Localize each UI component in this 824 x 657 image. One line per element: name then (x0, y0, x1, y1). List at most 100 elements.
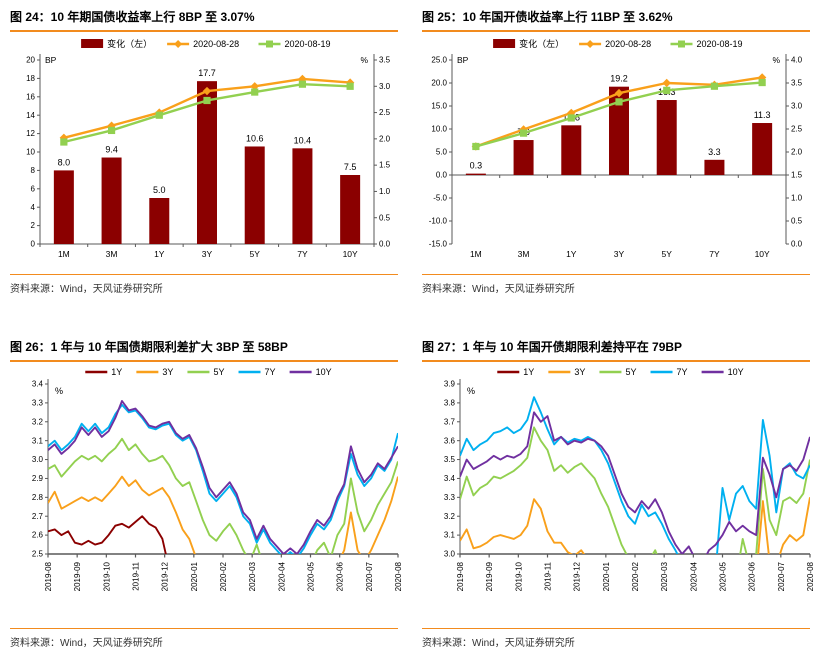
right-axis-tick: 0.5 (791, 217, 803, 226)
left-axis-tick: 0.0 (436, 171, 448, 180)
x-axis-label: 2020-03 (660, 561, 669, 591)
fig27-line-chart-svg: 1Y 3Y 5Y 7Y 10Y 3.9 3.8 3.7 3.6 3.5 3.4 3.3 3.2 3.1 3.… (444, 367, 815, 591)
y-axis-tick: 3.4 (444, 474, 456, 483)
square-marker (60, 138, 68, 146)
x-axis-label: 2020-04 (277, 561, 286, 591)
source-divider (10, 274, 398, 275)
y-axis-tick: 3.1 (32, 436, 44, 445)
left-axis-tick: 8 (31, 166, 36, 175)
bar-10Y (340, 175, 361, 244)
x-axis-label: 2020-03 (248, 561, 257, 591)
bar-5Y (244, 146, 265, 244)
right-axis-tick: 3.5 (379, 56, 391, 65)
square-marker (155, 111, 163, 119)
source-divider (422, 274, 810, 275)
right-axis-unit: % (772, 55, 780, 65)
figure-26-title: 图 26：1 年与 10 年国债期限利差扩大 3BP 至 58BP (10, 340, 288, 354)
title-divider (422, 360, 810, 362)
left-axis-tick: -15.0 (429, 240, 448, 249)
left-axis-tick: 15.0 (431, 102, 447, 111)
x-axis-label: 2020-05 (307, 561, 316, 591)
category-label: 1M (58, 249, 70, 259)
legend-label: 2020-08-19 (285, 39, 331, 49)
legend-label: 1Y (111, 367, 122, 377)
diamond-marker (662, 78, 671, 88)
series-line-1Y (48, 515, 167, 554)
category-label: 7Y (297, 249, 308, 259)
source-divider (10, 628, 398, 629)
series-line-10Y (460, 411, 810, 554)
category-label: 3M (106, 249, 118, 259)
y-axis-tick: 3.3 (32, 398, 44, 407)
y-axis-tick: 2.9 (32, 474, 44, 483)
source-divider (422, 628, 810, 629)
bar-value-label: 5.0 (153, 185, 166, 195)
bar-value-label: 11.3 (754, 110, 771, 120)
bar-3Y (609, 86, 629, 175)
x-axis-label: 2019-11 (132, 561, 141, 590)
legend-bar-swatch (81, 39, 104, 48)
x-axis-label: 2020-01 (602, 561, 611, 591)
legend-label: 变化（左） (107, 38, 152, 49)
x-axis-label: 2020-02 (631, 561, 640, 591)
left-axis-tick: -5.0 (433, 194, 447, 203)
bar-1Y (149, 198, 170, 244)
bar-value-label: 8.0 (58, 157, 71, 167)
right-axis-tick: 1.0 (791, 194, 803, 203)
legend-label: 5Y (625, 367, 636, 377)
series-line-3Y (48, 475, 398, 554)
legend-label: 5Y (213, 367, 224, 377)
square-marker (203, 96, 211, 105)
right-axis-tick: 3.0 (791, 102, 803, 111)
legend-label: 10Y (316, 367, 332, 377)
y-axis-tick: 3.0 (32, 455, 44, 464)
title-divider (10, 360, 398, 362)
figure-25-chart: 变化（左） 2020-08-28 2020-08-19 25.0 20.0 15.0 10.… (422, 34, 810, 266)
x-axis-label: 2020-08 (806, 561, 815, 591)
legend-label: 2020-08-19 (697, 39, 743, 49)
bar-3M (513, 140, 534, 175)
left-axis-tick: 20.0 (431, 79, 447, 88)
y-axis-tick: 3.1 (444, 531, 456, 540)
series-line-7Y (48, 403, 398, 554)
diamond-marker (202, 86, 212, 96)
legend-label: 2020-08-28 (605, 39, 651, 49)
figure-27-chart: 1Y 3Y 5Y 7Y 10Y 3.9 3.8 3.7 3.6 3.5 3.4 3.3 3.2 3.1 3.… (422, 364, 815, 616)
square-marker (567, 114, 575, 122)
source-note: 资料来源：Wind，天风证券研究所 (10, 638, 163, 649)
y-axis-tick: 3.6 (444, 436, 456, 445)
x-axis-label: 2020-05 (719, 561, 728, 591)
square-marker (710, 82, 719, 90)
left-axis-tick: 10 (26, 148, 35, 157)
bar-value-label: 3.3 (708, 147, 721, 157)
category-label: 1Y (566, 249, 577, 259)
bar-1M (465, 173, 486, 175)
square-marker (663, 86, 671, 94)
figure-26-panel: 图 26：1 年与 10 年国债期限利差扩大 3BP 至 58BP 1Y 3Y 5Y… (0, 330, 412, 657)
legend-bar-swatch (493, 39, 516, 48)
bar-value-label: 10.6 (246, 133, 264, 143)
x-axis-label: 2019-12 (161, 561, 170, 591)
x-axis-label: 2019-08 (456, 561, 465, 591)
bar-7Y (292, 148, 313, 244)
fig24-combo-chart-svg: 变化（左） 2020-08-28 2020-08-19201816141210864… (26, 38, 391, 259)
left-axis-unit: BP (45, 55, 57, 65)
x-axis-label: 2019-09 (73, 561, 82, 591)
y-axis-tick: 3.4 (32, 380, 44, 389)
y-axis-tick: 2.6 (32, 531, 44, 540)
right-axis-unit: % (360, 55, 368, 65)
right-axis-tick: 4.0 (791, 56, 803, 65)
left-axis-tick: 14 (26, 111, 35, 120)
right-axis-tick: 2.0 (379, 134, 391, 143)
bar-value-label: 7.5 (344, 162, 357, 172)
x-axis-label: 2019-11 (544, 561, 553, 590)
bar-1Y (561, 125, 582, 175)
bar-value-label: 9.4 (105, 145, 118, 155)
legend-label: 10Y (728, 367, 744, 377)
category-label: 10Y (755, 249, 770, 259)
figure-24-chart: 变化（左） 2020-08-28 2020-08-19 20 18 16 14 12 10 8 6 4… (10, 34, 398, 266)
legend-label: 7Y (265, 367, 276, 377)
y-axis-tick: 3.2 (444, 512, 456, 521)
right-axis-tick: 0.5 (379, 213, 391, 222)
category-label: 7Y (709, 249, 720, 259)
